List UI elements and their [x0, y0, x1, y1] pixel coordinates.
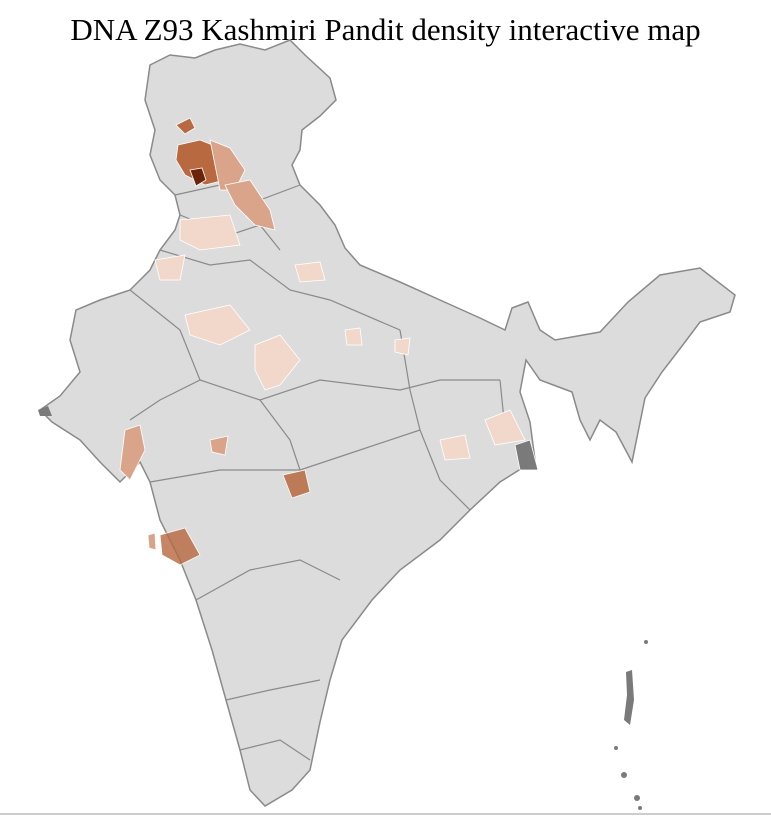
andaman-nicobar-islands[interactable] — [614, 640, 648, 810]
region-rajasthan-central[interactable] — [184, 304, 251, 346]
region-mp-east[interactable] — [282, 469, 311, 499]
region-mumbai[interactable] — [147, 532, 157, 551]
region-jharkhand[interactable] — [439, 434, 471, 461]
state-borders — [129, 184, 506, 761]
region-himachal[interactable] — [224, 179, 276, 231]
region-sundarbans[interactable] — [514, 439, 539, 471]
density-regions — [119, 117, 539, 566]
region-jk-east[interactable] — [209, 139, 246, 191]
region-gujarat[interactable] — [119, 424, 146, 481]
region-punjab[interactable] — [179, 214, 241, 251]
region-up-west[interactable] — [294, 261, 326, 283]
region-mp-north[interactable] — [254, 334, 301, 391]
gujarat-kutch-grey — [38, 406, 52, 416]
region-bihar[interactable] — [394, 337, 411, 356]
region-jammu[interactable] — [189, 167, 207, 187]
region-west-bengal[interactable] — [484, 409, 526, 446]
region-rajasthan-north[interactable] — [154, 254, 186, 281]
region-kashmir-valley[interactable] — [175, 117, 196, 135]
region-up-central[interactable] — [344, 327, 363, 346]
map-title: DNA Z93 Kashmiri Pandit density interact… — [70, 12, 701, 47]
region-pune[interactable] — [159, 527, 201, 566]
region-mp-south[interactable] — [209, 435, 229, 456]
